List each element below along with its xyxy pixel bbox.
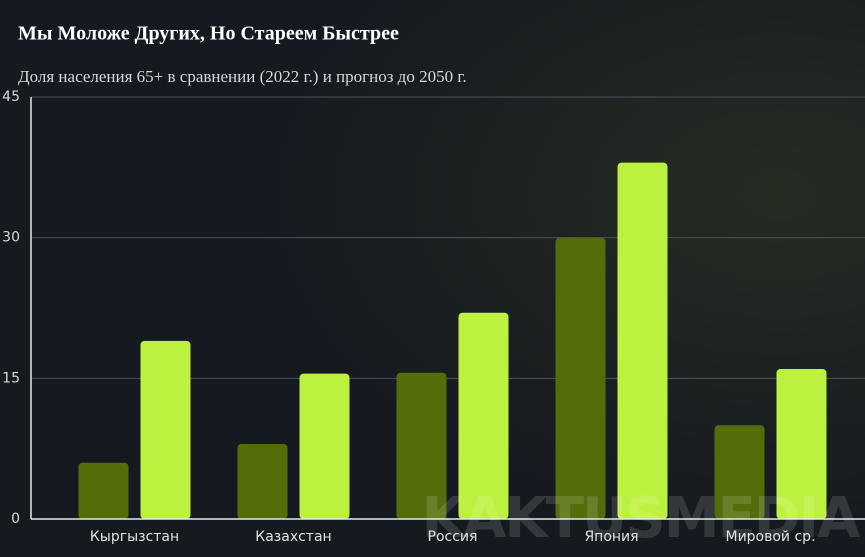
x-tick-label: Япония — [584, 529, 638, 545]
x-tick-label: Мировой ср. — [725, 529, 815, 545]
x-tick-label: Казахстан — [255, 529, 331, 545]
bar — [714, 425, 765, 519]
y-tick-label: 30 — [2, 230, 20, 246]
bar — [458, 312, 509, 519]
y-tick-label: 0 — [11, 511, 20, 527]
x-tick-label: Кыргызстан — [90, 529, 179, 545]
x-tick-label: Россия — [428, 529, 478, 545]
bar — [237, 443, 288, 519]
chart-title: Мы Моложе Других, Но Стареем Быстрее — [18, 23, 399, 45]
bar — [617, 162, 668, 519]
bar — [299, 373, 350, 519]
bar — [555, 237, 606, 519]
bar — [396, 372, 447, 519]
y-tick-label: 15 — [2, 370, 20, 386]
chart-subtitle: Доля населения 65+ в сравнении (2022 г.)… — [18, 67, 467, 86]
bar — [140, 340, 191, 519]
bar — [78, 462, 129, 519]
watermark: KAKTUSMEDIA — [422, 486, 861, 551]
y-tick-label: 45 — [2, 89, 20, 105]
bar — [776, 368, 827, 519]
